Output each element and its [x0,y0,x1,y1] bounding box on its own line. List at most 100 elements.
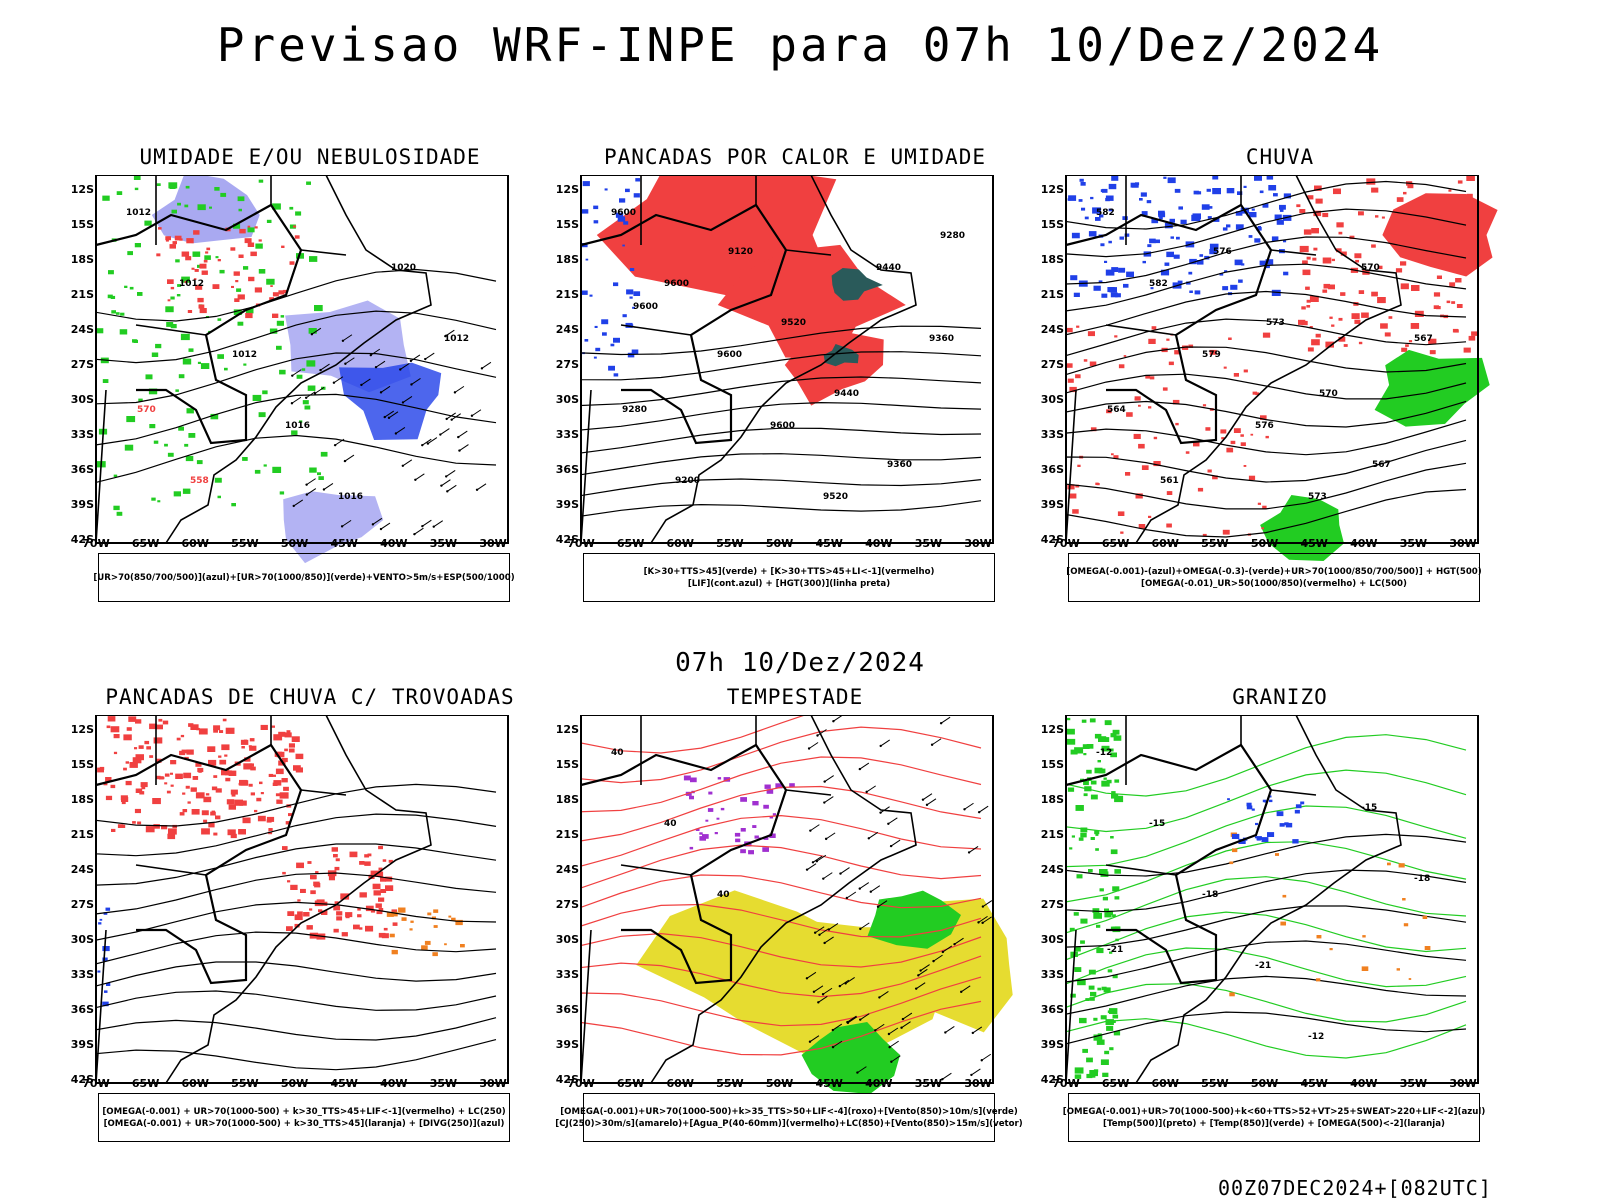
thunderstorm-red-area [105,777,112,782]
thunderstorm-red-area [213,832,218,836]
map-plot: 9600 9600 9600 9600 9520 9440 9360 9280 9200 9120… [580,175,994,544]
temp-850-contour [1097,760,1101,763]
humidity-low-levels-contour [302,400,309,405]
thickness-contour [195,284,203,290]
instability-red-area [784,332,884,406]
wind-vector-head [291,374,294,377]
wind-vector [375,360,386,368]
legend-box: [OMEGA(-0.001) + UR>70(1000-500) + k>30_… [98,1093,510,1142]
latitude-tick-label: 24S [70,863,94,876]
divergence-blue-contour [105,907,111,911]
omega-red-area [1148,515,1152,518]
precipitable-water-contour [580,976,982,1027]
contour-label: 573 [1266,318,1285,328]
thunderstorm-red-area [176,737,181,741]
wind-vector-head [823,801,826,804]
hail-blue-area [1300,801,1305,805]
thunderstorm-red-area [230,789,238,795]
longitude-tick-label: 40W [865,1077,893,1090]
longitude-tick-label: 60W [666,537,694,550]
thunderstorm-red-area [290,884,298,890]
temp-850-contour [1109,951,1113,954]
thunderstorm-red-area [107,716,116,722]
wind-vector-head [475,488,479,491]
latitude-tick-label: 24S [555,863,579,876]
temp-500-contour [1065,975,1467,1015]
humidity-low-levels-contour [237,196,245,202]
thickness-contour [239,228,246,234]
height-500-contour [1065,290,1467,336]
wind-vector [433,520,444,528]
humidity-low-levels-contour [299,420,303,423]
thunderstorm-red-area [241,746,245,749]
omega-red-area [1371,187,1379,193]
temp-850-contour [1113,1031,1121,1036]
lifted-index-contour [629,296,633,299]
wind-vector [866,785,876,793]
omega-blue-area [1090,196,1094,200]
wind-vector [441,479,451,487]
temp-850-contour [1110,836,1114,839]
humidity-low-levels-contour [148,388,158,395]
lifted-index-contour [613,337,620,343]
omega-blue-area [1226,224,1231,228]
thunderstorm-red-area [123,734,132,741]
contour-label: 573 [1308,492,1327,502]
thunderstorm-orange-area [431,916,436,920]
thickness-contour [199,308,207,314]
wind-vector [481,361,492,369]
omega-blue-area [1080,182,1086,186]
omega-blue-area [1199,254,1204,257]
lifted-index-contour [622,314,627,318]
lifted-index-contour [627,352,635,358]
wind-vector-head [446,490,449,493]
wind-vector-head [444,334,447,338]
panel-title: TEMPESTADE [726,685,864,709]
latitude-tick-label: 18S [1040,253,1064,266]
wind-vector [870,885,881,893]
omega-red-area [1354,253,1362,259]
thunderstorm-red-area [231,793,236,797]
humidity-low-levels-contour [170,296,175,300]
omega-blue-area [1235,211,1243,216]
thickness-contour [212,284,220,289]
map-frame [1065,175,1479,544]
storm-purple-area [707,808,714,812]
temp-850-contour [1065,911,1467,961]
storm-purple-area [740,828,746,832]
map-frame [95,175,509,544]
wind-vector-head [822,877,825,880]
country-borders [580,715,832,1084]
omega-red-area [1451,301,1456,304]
thunderstorm-red-area [111,828,116,832]
longitude-tick-label: 70W [1052,1077,1080,1090]
thunderstorm-red-area [155,758,162,763]
hail-blue-area [1276,811,1284,817]
height-500-contour [1065,263,1467,312]
wind-vector [476,483,487,491]
thunderstorm-red-area [378,867,383,871]
wind-vector [809,1035,820,1043]
thunderstorm-red-area [238,782,243,786]
temp-850-contour [1074,946,1081,952]
omega-red-area [1313,247,1318,251]
temp-850-contour [1103,987,1111,993]
omega-red-area [1325,341,1334,348]
omega-red-area [1358,211,1364,216]
thunderstorm-red-area [153,737,163,744]
omega-blue-area [1111,175,1119,181]
thunderstorm-red-area [376,910,383,915]
wind-vector-head [453,391,457,394]
wind-vector [942,1072,952,1080]
wind-vector [292,369,302,377]
wind-vector-head [333,443,337,447]
omega-blue-area [1180,219,1187,224]
omega-500-orange [1229,861,1234,865]
thunderstorm-red-area [132,757,142,764]
omega-red-area [1338,231,1343,235]
omega-blue-area [1241,263,1245,266]
temp-850-contour [1065,983,1467,1023]
wind-vector-head [846,1020,849,1024]
omega-blue-area [1163,176,1167,179]
lifted-index-contour [584,339,589,342]
